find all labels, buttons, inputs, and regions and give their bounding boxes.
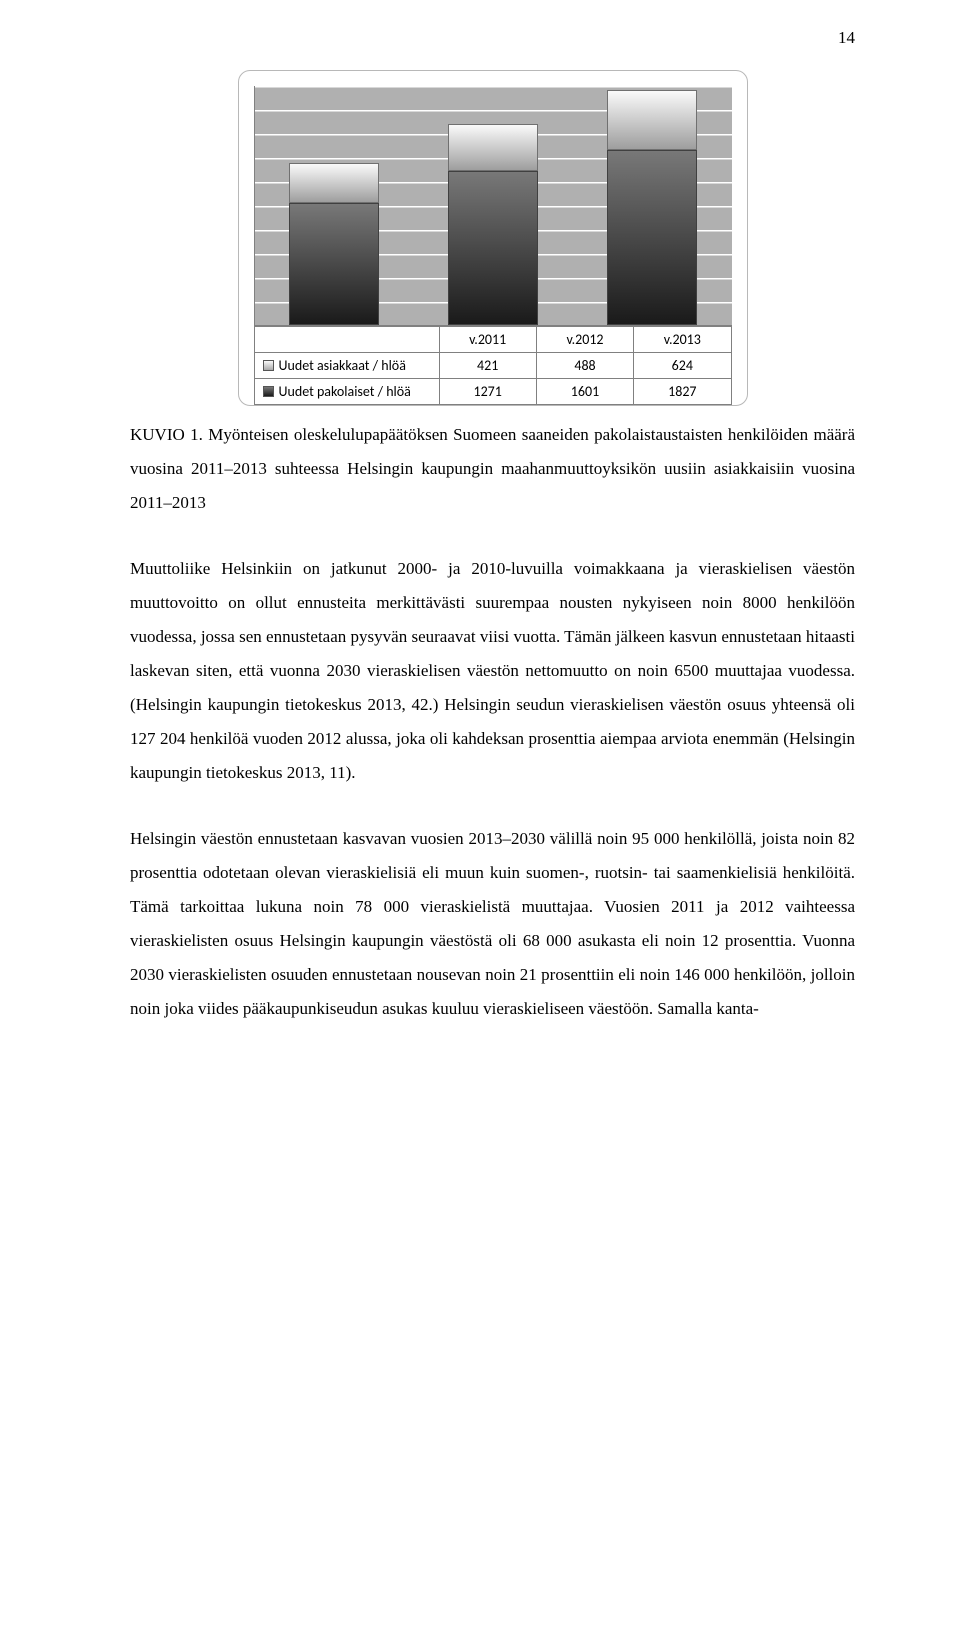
row-label-pakolaiset: Uudet pakolaiset / hlöä — [254, 379, 439, 405]
page-number: 14 — [838, 28, 855, 48]
col-head-2013: v.2013 — [634, 327, 731, 353]
paragraph-1: Muuttoliike Helsinkiin on jatkunut 2000-… — [130, 552, 855, 790]
table-row: Uudet asiakkaat / hlöä 421 488 624 — [254, 353, 731, 379]
legend-marker-light — [263, 360, 274, 371]
legend-marker-dark — [263, 386, 274, 397]
row-label-text: Uudet asiakkaat / hlöä — [279, 357, 406, 374]
paragraph-2: Helsingin väestön ennustetaan kasvavan v… — [130, 822, 855, 1026]
chart-container: v.2011 v.2012 v.2013 Uudet asiakkaat / h… — [238, 70, 748, 406]
row-label-text: Uudet pakolaiset / hlöä — [279, 383, 411, 400]
row-label-asiakkaat: Uudet asiakkaat / hlöä — [254, 353, 439, 379]
bar-2013-pakolaiset — [607, 150, 697, 325]
bar-2011 — [289, 86, 379, 325]
chart-plot-area — [254, 86, 732, 326]
cell: 421 — [439, 353, 536, 379]
bar-2012 — [448, 86, 538, 325]
table-corner — [254, 327, 439, 353]
cell: 624 — [634, 353, 731, 379]
cell: 1827 — [634, 379, 731, 405]
bar-2013 — [607, 86, 697, 325]
figure-caption: KUVIO 1. Myönteisen oleskelulupapäätökse… — [130, 418, 855, 520]
col-head-2012: v.2012 — [536, 327, 633, 353]
bar-2011-asiakkaat — [289, 163, 379, 203]
table-row: Uudet pakolaiset / hlöä 1271 1601 1827 — [254, 379, 731, 405]
cell: 1271 — [439, 379, 536, 405]
cell: 1601 — [536, 379, 633, 405]
col-head-2011: v.2011 — [439, 327, 536, 353]
bar-2012-asiakkaat — [448, 124, 538, 171]
bar-2012-pakolaiset — [448, 171, 538, 325]
cell: 488 — [536, 353, 633, 379]
bar-2013-asiakkaat — [607, 90, 697, 150]
chart-data-table: v.2011 v.2012 v.2013 Uudet asiakkaat / h… — [254, 326, 732, 405]
bar-2011-pakolaiset — [289, 203, 379, 325]
